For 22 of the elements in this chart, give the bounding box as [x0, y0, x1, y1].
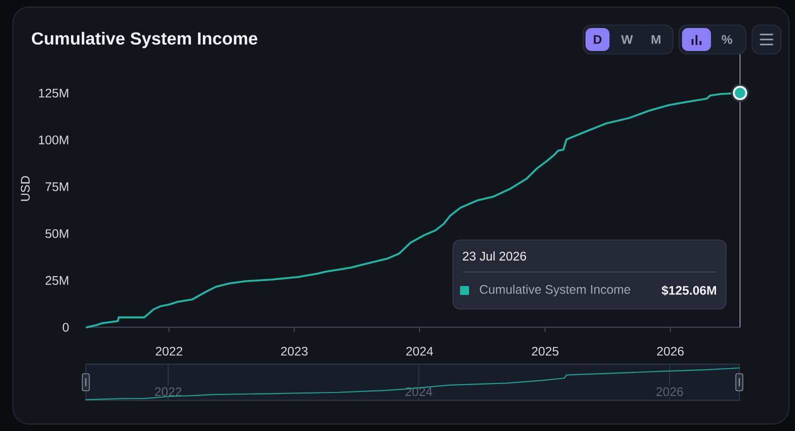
x-tick-label: 2024: [406, 346, 434, 356]
y-tick-label: 0: [62, 322, 69, 332]
text: M: [652, 35, 660, 44]
y-tick-label: 50M: [45, 229, 68, 238]
y-tick-label: 125M: [38, 88, 68, 98]
annotation: 23 Jul 2026: [462, 251, 526, 261]
legend-label: Cumulative System Income: [480, 284, 630, 296]
y-tick-label: 100M: [38, 136, 68, 144]
x-tick-label: 2022: [154, 387, 182, 396]
text: W: [621, 35, 633, 44]
text: D: [594, 35, 602, 44]
y-tick-label: 25M: [46, 276, 68, 285]
annotation: $125.06M: [662, 285, 716, 296]
x-tick-label: 2026: [656, 387, 683, 396]
x-tick-label: 2022: [156, 346, 182, 356]
x-tick-label: 2026: [657, 346, 684, 356]
y-axis-title: USD: [20, 176, 30, 201]
text: %: [722, 35, 732, 44]
y-tick-label: 75M: [46, 182, 68, 192]
chart-title: Cumulative System Income: [32, 32, 258, 48]
x-tick-label: 2025: [532, 346, 558, 356]
x-tick-label: 2023: [281, 346, 308, 356]
